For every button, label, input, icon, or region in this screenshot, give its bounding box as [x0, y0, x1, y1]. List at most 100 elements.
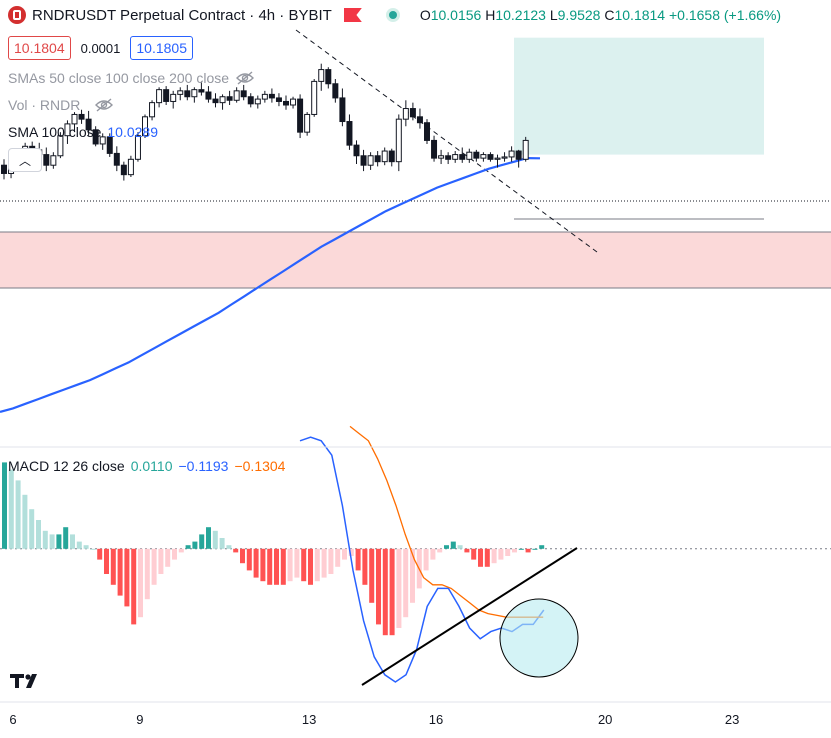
macd-histogram-bar — [471, 548, 477, 560]
macd-histogram-bar — [348, 548, 354, 556]
macd-histogram-bar — [287, 548, 293, 582]
candle — [381, 147, 388, 166]
macd-histogram-bar — [131, 548, 137, 625]
macd-histogram-bar — [192, 541, 198, 549]
macd-histogram-bar — [389, 548, 395, 636]
candle — [304, 112, 311, 136]
candle-body — [388, 150, 395, 163]
macd-histogram-bar — [505, 548, 511, 556]
candle — [424, 119, 430, 144]
macd-histogram-bar — [410, 548, 415, 603]
macd-histogram-bar — [362, 548, 368, 585]
macd-histogram-bar — [280, 548, 286, 585]
close-value: 10.1814 — [614, 7, 666, 23]
candle — [325, 67, 332, 89]
time-tick-label: 16 — [428, 712, 444, 727]
candle — [177, 87, 184, 101]
candle-body — [142, 116, 148, 137]
open-value: 10.0156 — [430, 7, 482, 23]
candle — [1, 159, 7, 180]
candle — [198, 81, 205, 96]
chart-title[interactable]: RNDRUSDT Perpetual Contract · 4h · BYBIT — [32, 6, 332, 24]
candle-body — [233, 90, 240, 101]
tradingview-logo-icon[interactable] — [10, 672, 46, 690]
sma100-legend[interactable]: SMA 100 close 10.0289 — [8, 124, 158, 140]
candle-body — [452, 154, 459, 160]
macd-histogram-bar — [138, 548, 143, 618]
macd-histogram-bar — [294, 548, 300, 578]
candle — [402, 100, 409, 127]
candle — [487, 152, 494, 162]
candle — [78, 109, 85, 124]
time-axis — [0, 446, 831, 703]
macd-histogram-bar — [253, 548, 259, 578]
candle-body — [431, 139, 438, 159]
macd-legend[interactable]: MACD 12 26 close 0.0110 −0.1193 −0.1304 — [8, 458, 285, 474]
macd-histogram-bar — [308, 548, 313, 585]
candle — [445, 152, 452, 165]
eye-crossed-icon[interactable] — [94, 98, 114, 112]
candle-body — [332, 83, 339, 99]
highlight-circle — [499, 598, 579, 678]
candle-body — [374, 155, 381, 163]
candle — [494, 154, 501, 168]
high-value: 10.2123 — [495, 7, 546, 23]
macd-histogram-bar — [8, 469, 14, 549]
candle — [501, 152, 508, 162]
candle — [508, 146, 515, 162]
sell-button[interactable]: 10.1804 — [8, 36, 71, 60]
eye-crossed-icon[interactable] — [235, 71, 255, 85]
time-tick-label: 9 — [136, 712, 144, 727]
candle — [318, 63, 325, 91]
candle — [311, 79, 318, 117]
macd-histogram-bar — [76, 541, 82, 549]
candle — [120, 161, 127, 181]
candle — [205, 86, 212, 103]
candle — [438, 149, 445, 165]
buy-button[interactable]: 10.1805 — [130, 36, 193, 60]
macd-histogram-bar — [172, 548, 177, 560]
spread-value: 0.0001 — [80, 40, 121, 56]
macd-histogram-bar — [444, 545, 449, 549]
candle — [106, 133, 113, 157]
macd-histogram-bar — [478, 548, 483, 567]
candle — [431, 135, 438, 162]
candle-body — [71, 113, 78, 125]
candle — [353, 140, 360, 165]
collapse-legend-button[interactable]: ︿ — [8, 148, 42, 172]
candle-body — [177, 90, 184, 95]
candle — [240, 84, 247, 101]
candle — [374, 151, 381, 167]
macd-histogram-bar — [219, 538, 225, 549]
macd-histogram-bar — [342, 548, 347, 560]
candle — [226, 90, 233, 105]
candle — [170, 90, 177, 109]
macd-histogram-value: 0.0110 — [130, 458, 173, 474]
candle — [71, 112, 78, 133]
macd-histogram-bar — [226, 545, 232, 549]
chevron-up-icon: ︿ — [18, 153, 31, 168]
macd-line-value: −0.1193 — [178, 458, 229, 474]
macd-histogram-bar — [212, 530, 218, 549]
macd-histogram-bar — [233, 548, 239, 553]
candle-body — [163, 89, 170, 102]
support-band — [0, 232, 831, 288]
smas-legend[interactable]: SMAs 50 close 100 close 200 close — [8, 70, 255, 86]
candle — [247, 93, 254, 108]
candle — [332, 79, 339, 103]
candle-body — [43, 154, 50, 166]
vol-legend[interactable]: Vol · RNDR — [8, 97, 114, 113]
macd-histogram-bar — [144, 548, 150, 600]
macd-histogram-bar — [117, 548, 123, 596]
macd-pane[interactable] — [0, 425, 831, 686]
candle-body — [50, 155, 57, 166]
candle — [268, 88, 275, 103]
candle — [149, 100, 156, 121]
macd-histogram-bar — [83, 545, 89, 549]
price-pane[interactable] — [0, 29, 831, 413]
macd-histogram-bar — [240, 548, 245, 564]
ohlc-readout: O10.0156 H10.2123 L9.9528 C10.1814 +0.16… — [420, 7, 781, 23]
candle-body — [99, 136, 106, 145]
candle — [191, 87, 198, 103]
